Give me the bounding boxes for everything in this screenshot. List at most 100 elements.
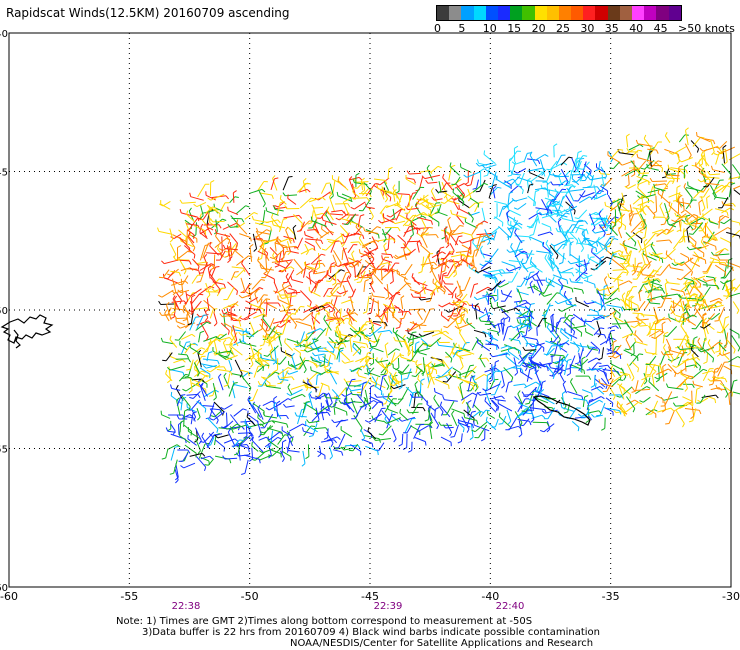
wind-barb-tick [409, 343, 414, 347]
wind-barb [603, 279, 611, 294]
wind-barb-tick [534, 202, 536, 207]
wind-barb-tick [426, 400, 428, 405]
wind-barb [175, 463, 179, 478]
wind-barb-tick [169, 239, 174, 243]
wind-barb [408, 392, 414, 407]
wind-barb-tick [265, 341, 270, 344]
wind-barb [692, 254, 706, 261]
wind-barb [476, 296, 486, 301]
wind-barb [490, 399, 498, 408]
wind-barb [458, 420, 473, 425]
wind-barb [434, 260, 448, 270]
wind-barb-tick [394, 254, 399, 258]
wind-barb-tick [703, 317, 707, 322]
wind-barb [201, 405, 215, 407]
wind-barb [683, 277, 694, 282]
wind-barb-tick [336, 191, 339, 196]
wind-barb [701, 286, 711, 301]
wind-barb-tick [674, 317, 678, 322]
wind-barb-tick [710, 165, 714, 170]
wind-barb [609, 332, 614, 344]
wind-barb [617, 280, 630, 287]
wind-barb-tick [176, 397, 180, 401]
wind-barb-tick [210, 179, 215, 183]
wind-barb [370, 327, 378, 343]
wind-barb-tick [556, 320, 561, 324]
wind-barb-tick [333, 396, 338, 398]
wind-barb [684, 188, 693, 199]
wind-barb [600, 377, 608, 386]
wind-barb-tick [361, 189, 365, 194]
wind-barb [330, 302, 342, 314]
wind-barb-tick [638, 289, 643, 293]
wind-barb [348, 323, 359, 333]
wind-barb [510, 331, 521, 342]
wind-barb-tick [248, 371, 253, 374]
wind-barb-tick [302, 423, 307, 427]
wind-barb-tick [228, 369, 233, 373]
wind-barb [274, 242, 277, 252]
wind-barb-tick [307, 378, 309, 383]
wind-barb [485, 343, 498, 346]
wind-barb [190, 413, 194, 425]
wind-barb [363, 397, 367, 407]
wind-barb [302, 450, 306, 464]
wind-barb-tick [541, 410, 546, 414]
wind-barb-tick [484, 396, 487, 402]
wind-barb [456, 187, 464, 197]
wind-barb-tick [706, 233, 709, 238]
wind-barb-tick [571, 174, 574, 179]
wind-barb-tick [609, 167, 614, 170]
wind-barb-tick [410, 293, 414, 298]
wind-barb [226, 287, 235, 300]
wind-barb [453, 424, 459, 437]
wind-barb-tick [398, 271, 401, 276]
wind-barb [307, 328, 321, 335]
wind-barb [658, 318, 669, 321]
wind-barb-tick [393, 255, 397, 260]
wind-barb [392, 187, 402, 203]
wind-barb-tick [696, 148, 700, 153]
wind-barb-tick [404, 206, 409, 210]
wind-barb [625, 339, 632, 351]
wind-barb-tick [701, 208, 706, 212]
wind-barb-tick [670, 407, 675, 412]
wind-barb-tick [482, 165, 486, 169]
wind-barb-tick [439, 401, 443, 406]
wind-barb-tick [648, 161, 652, 166]
wind-barb [292, 227, 297, 240]
wind-barb [590, 341, 600, 351]
wind-barb [323, 318, 332, 331]
wind-barb [562, 252, 565, 263]
wind-barb-tick [209, 227, 214, 231]
wind-barb [240, 433, 253, 445]
wind-barb-tick [616, 402, 619, 407]
wind-barb [314, 271, 326, 275]
wind-barb-tick [477, 306, 481, 311]
wind-barb [496, 179, 511, 189]
wind-barb [595, 256, 608, 267]
wind-barb [199, 245, 206, 261]
wind-barb [618, 386, 625, 400]
wind-barb-tick [725, 393, 729, 398]
wind-barb [626, 286, 634, 297]
wind-barb [312, 360, 322, 364]
wind-barb-tick [514, 266, 516, 271]
wind-barb [348, 257, 359, 263]
wind-barb [240, 375, 252, 389]
wind-barb [625, 402, 639, 413]
wind-barb-tick [690, 271, 693, 276]
wind-barb-tick [487, 314, 491, 320]
wind-barb [186, 235, 196, 248]
wind-barb-tick [497, 186, 502, 189]
wind-barb [379, 376, 384, 391]
wind-barb [370, 346, 384, 353]
wind-barb [555, 265, 562, 278]
wind-barb-tick [248, 255, 253, 258]
wind-barb [279, 312, 288, 324]
wind-barb [720, 237, 731, 244]
wind-barb-tick [706, 195, 711, 199]
wind-barb [487, 165, 491, 176]
wind-barb-tick [269, 256, 274, 260]
wind-barb-tick [245, 205, 250, 208]
